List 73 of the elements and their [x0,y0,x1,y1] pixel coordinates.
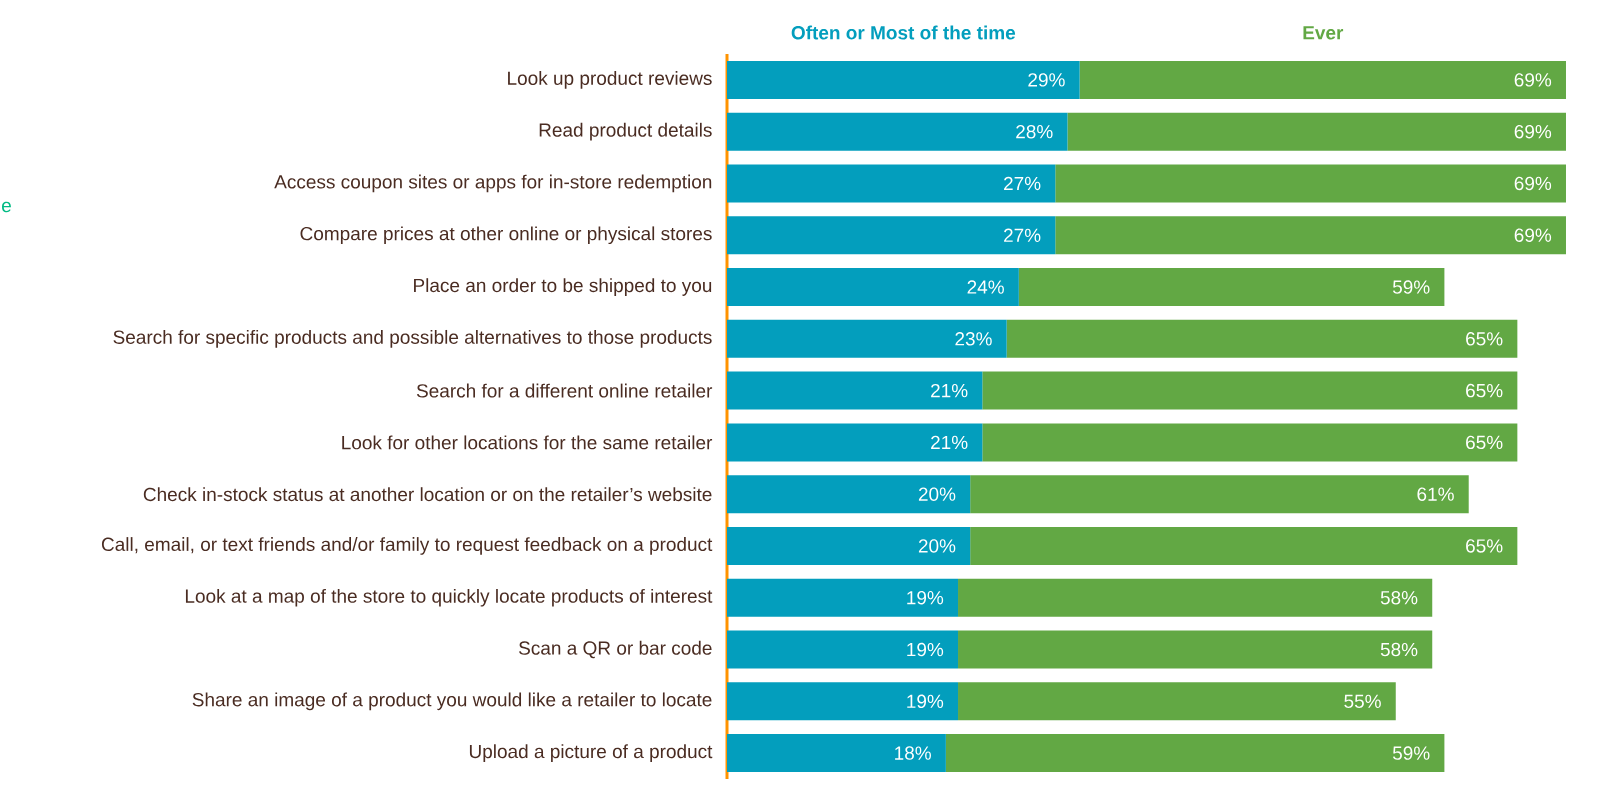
y-tick-label: Check in-stock status at another location or on the retailer’s website [143,487,712,502]
y-tick-label: Scan a QR or bar code [519,640,712,659]
bar [727,630,959,669]
bar [958,578,1433,617]
total-label: 59% [1392,280,1430,294]
data-label: 23% [955,332,992,346]
bar [1055,216,1566,255]
bar [727,371,983,410]
bar [958,682,1396,721]
data-label: 19% [907,642,944,657]
text: e [2,201,11,213]
y-tick-label: Search for specific products and possible alternatives to those products [113,329,712,348]
bar [1018,268,1445,307]
total-label: 65% [1466,539,1503,553]
series-label: Often or Most of the time [791,25,1016,40]
data-label: 27% [1004,176,1041,191]
total-label: 65% [1466,383,1503,398]
y-tick-label: Look up product reviews [508,71,712,89]
y-tick-label: Look for other locations for the same retailer [342,435,713,450]
bar [970,475,1469,514]
total-label: 69% [1514,228,1552,242]
data-label: 28% [1016,124,1053,139]
bar [727,682,959,721]
data-label: 21% [931,383,968,398]
data-label: 19% [907,694,944,709]
y-tick-label: Call, email, or text friends and/or family to request feedback on a product [101,537,713,555]
y-tick-label: Read product details [539,122,712,141]
bar [727,526,971,565]
data-label: 19% [907,591,944,605]
total-label: 58% [1380,591,1418,605]
total-label: 58% [1380,642,1418,657]
bar [727,164,1056,203]
bar [945,734,1445,773]
bar [1067,112,1566,151]
total-label: 69% [1514,176,1552,191]
bar [727,216,1056,255]
data-label: 27% [1004,228,1041,242]
data-label: 21% [931,435,968,450]
bar [982,423,1518,462]
total-label: 69% [1514,73,1552,87]
y-tick-label: Compare prices at other online or physical stores [300,226,712,245]
data-label: 20% [918,539,956,553]
data-label: 24% [967,280,1004,294]
y-tick-label: Upload a picture of a product [469,744,713,762]
bar [727,475,971,514]
data-label: 29% [1028,73,1065,87]
y-tick-label: Access coupon sites or apps for in-store redemption [274,174,712,193]
data-label: 20% [918,487,956,501]
total-label: 65% [1466,332,1503,346]
y-tick-label: Look at a map of the store to quickly locate products of interest [185,588,713,607]
data-label: 18% [895,746,931,760]
bar [970,526,1518,565]
bar [1006,319,1518,358]
bar [727,578,959,617]
bar [982,371,1518,410]
bar [1079,60,1566,99]
bar [727,268,1019,307]
bar [727,112,1068,151]
y-tick-label: Share an image of a product you would like a retailer to locate [192,692,712,711]
total-label: 59% [1392,746,1430,760]
y-tick-label: Search for a different online retailer [416,383,713,398]
bar [958,630,1433,669]
total-label: 65% [1466,435,1503,450]
total-label: 61% [1417,487,1454,501]
total-label: 69% [1514,124,1552,139]
bar [727,423,983,462]
series-label: Ever [1303,26,1344,40]
bar [727,60,1080,99]
bar [1055,164,1566,203]
y-tick-label: Place an order to be shipped to you [414,278,712,296]
total-label: 55% [1344,694,1381,708]
bar [727,734,946,773]
bar [727,319,1007,358]
